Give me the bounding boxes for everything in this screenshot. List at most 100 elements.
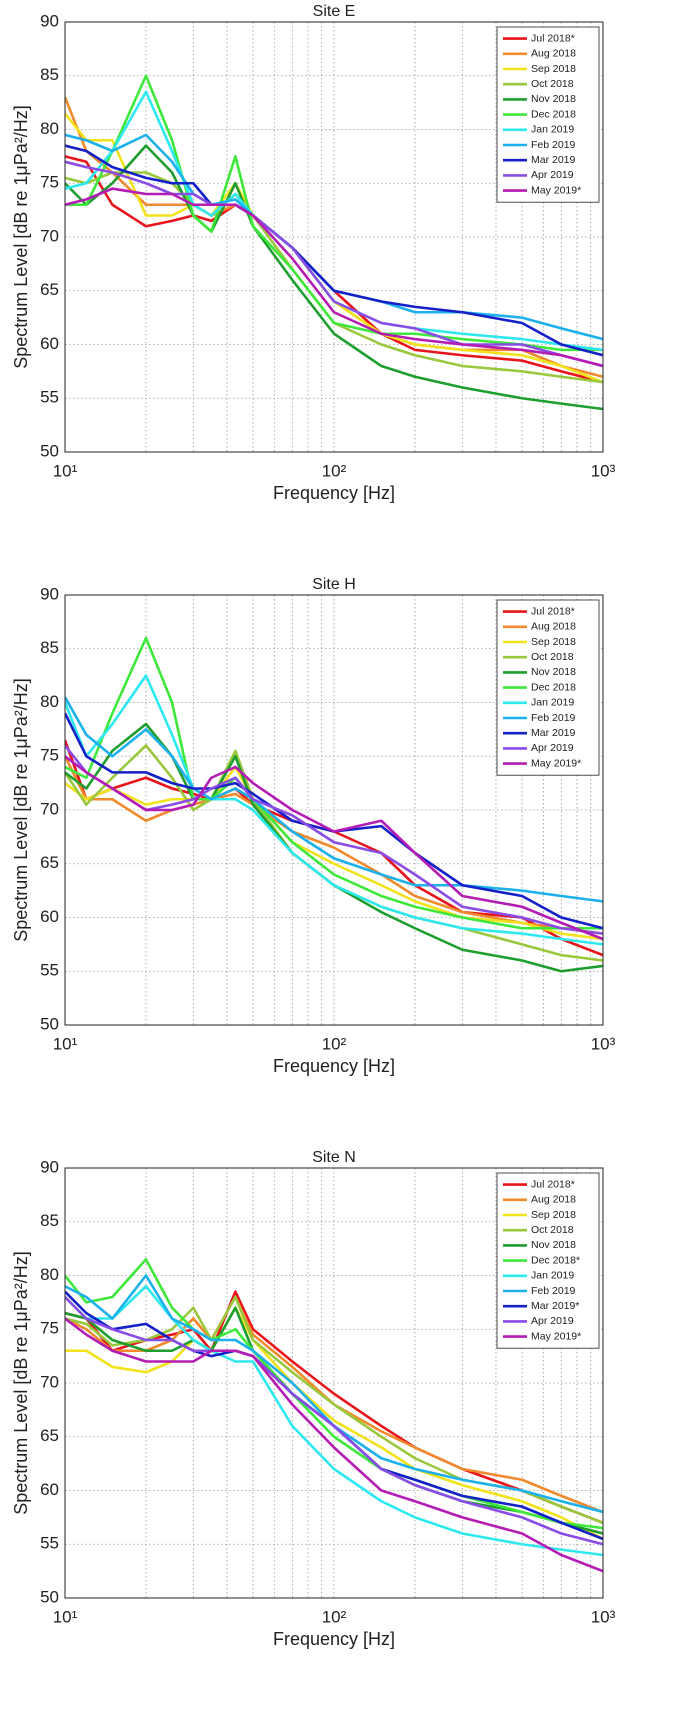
- series-line: [65, 74, 603, 352]
- series-group: [65, 636, 603, 973]
- x-axis-label: Frequency [Hz]: [273, 1056, 395, 1076]
- legend-label: May 2019*: [531, 757, 581, 769]
- x-tick-label: 10³: [591, 1034, 616, 1053]
- x-tick-label: 10¹: [53, 1034, 78, 1053]
- legend-label: Feb 2019: [531, 712, 576, 724]
- x-tick-label: 10¹: [53, 461, 78, 480]
- y-axis-label: Spectrum Level [dB re 1μPa²/Hz]: [11, 678, 31, 941]
- legend-label: Apr 2019: [531, 742, 574, 754]
- y-tick-label: 55: [40, 388, 59, 407]
- y-tick-label: 55: [40, 961, 59, 980]
- series-group: [65, 1258, 603, 1573]
- chart-title: Site H: [312, 576, 356, 593]
- legend-label: Nov 2018: [531, 666, 576, 678]
- y-tick-label: 65: [40, 280, 59, 299]
- plot-frame: [64, 21, 604, 453]
- legend-label: Jan 2019: [531, 1270, 574, 1282]
- y-tick-label: 65: [40, 853, 59, 872]
- y-tick-label: 70: [40, 799, 59, 818]
- y-tick-label: 90: [40, 1157, 59, 1176]
- chart-panel: 10¹ 10² 10³ 50 55 60 65 70 75 80 85 90 Site N Frequen…: [11, 1149, 616, 1649]
- legend-label: Mar 2019: [531, 727, 576, 739]
- legend-label: Oct 2018: [531, 78, 574, 90]
- plot-frame: [64, 1167, 604, 1599]
- legend-label: Jul 2018*: [531, 1178, 575, 1190]
- legend-label: Apr 2019: [531, 169, 574, 181]
- series-line: [65, 722, 603, 973]
- legend-label: Mar 2019*: [531, 1300, 579, 1312]
- legend-label: Oct 2018: [531, 1224, 574, 1236]
- legend-label: Jul 2018*: [531, 605, 575, 617]
- x-tick-label: 10¹: [53, 1607, 78, 1626]
- series-line: [65, 1290, 603, 1524]
- y-tick-label: 70: [40, 226, 59, 245]
- y-tick-label: 90: [40, 584, 59, 603]
- series-line: [65, 674, 603, 946]
- series-group: [65, 74, 603, 411]
- y-tick-label: 50: [40, 441, 59, 460]
- series-line: [65, 187, 603, 368]
- legend-label: Dec 2018*: [531, 1254, 580, 1266]
- legend-label: Aug 2018: [531, 1194, 576, 1206]
- legend-label: Jan 2019: [531, 697, 574, 709]
- y-tick-label: 75: [40, 746, 59, 765]
- legend-label: Nov 2018: [531, 1239, 576, 1251]
- legend: Jul 2018* Aug 2018 Sep 2018 Oct 2018 Nov 201…: [496, 26, 600, 203]
- legend-label: Feb 2019: [531, 1285, 576, 1297]
- x-tick-label: 10²: [322, 1607, 347, 1626]
- chart-panel: 10¹ 10² 10³ 50 55 60 65 70 75 80 85 90 Site H Frequen…: [11, 576, 616, 1076]
- legend: Jul 2018* Aug 2018 Sep 2018 Oct 2018 Nov 201…: [496, 599, 600, 776]
- legend-label: Aug 2018: [531, 621, 576, 633]
- legend-label: Dec 2018: [531, 108, 576, 120]
- series-line: [65, 1317, 603, 1573]
- y-tick-label: 60: [40, 907, 59, 926]
- series-line: [65, 1284, 603, 1557]
- x-tick-label: 10²: [322, 1034, 347, 1053]
- legend: Jul 2018* Aug 2018 Sep 2018 Oct 2018 Nov 201…: [496, 1172, 600, 1349]
- y-tick-label: 85: [40, 638, 59, 657]
- x-tick-label: 10³: [591, 461, 616, 480]
- legend-label: Aug 2018: [531, 48, 576, 60]
- y-tick-label: 85: [40, 65, 59, 84]
- chart-title: Site E: [313, 3, 356, 20]
- legend-label: Apr 2019: [531, 1315, 574, 1327]
- y-tick-label: 70: [40, 1372, 59, 1391]
- legend-label: May 2019*: [531, 184, 581, 196]
- legend-label: Nov 2018: [531, 93, 576, 105]
- chart-panel: 10¹ 10² 10³ 50 55 60 65 70 75 80 85 90 Site E Frequen…: [11, 3, 616, 503]
- legend-label: May 2019*: [531, 1330, 581, 1342]
- x-axis-label: Frequency [Hz]: [273, 483, 395, 503]
- y-tick-label: 60: [40, 334, 59, 353]
- series-line: [65, 712, 603, 930]
- y-tick-label: 75: [40, 173, 59, 192]
- y-tick-label: 90: [40, 11, 59, 30]
- legend-label: Jul 2018*: [531, 32, 575, 44]
- legend-label: Sep 2018: [531, 1209, 576, 1221]
- y-tick-label: 50: [40, 1587, 59, 1606]
- legend-label: Jan 2019: [531, 124, 574, 136]
- y-axis-label: Spectrum Level [dB re 1μPa²/Hz]: [11, 1251, 31, 1514]
- y-axis-label: Spectrum Level [dB re 1μPa²/Hz]: [11, 105, 31, 368]
- series-line: [65, 755, 603, 941]
- y-tick-label: 75: [40, 1319, 59, 1338]
- x-axis-label: Frequency [Hz]: [273, 1629, 395, 1649]
- legend-label: Sep 2018: [531, 63, 576, 75]
- x-tick-label: 10³: [591, 1607, 616, 1626]
- legend-label: Sep 2018: [531, 636, 576, 648]
- y-tick-label: 65: [40, 1426, 59, 1445]
- y-tick-label: 85: [40, 1211, 59, 1230]
- chart-title: Site N: [312, 1149, 356, 1166]
- y-tick-label: 80: [40, 692, 59, 711]
- series-line: [65, 1295, 603, 1514]
- legend-label: Dec 2018: [531, 681, 576, 693]
- legend-label: Oct 2018: [531, 651, 574, 663]
- x-tick-label: 10²: [322, 461, 347, 480]
- y-tick-label: 60: [40, 1480, 59, 1499]
- series-line: [65, 1274, 603, 1514]
- legend-label: Mar 2019: [531, 154, 576, 166]
- plot-frame: [64, 594, 604, 1026]
- y-tick-label: 55: [40, 1534, 59, 1553]
- legend-label: Feb 2019: [531, 139, 576, 151]
